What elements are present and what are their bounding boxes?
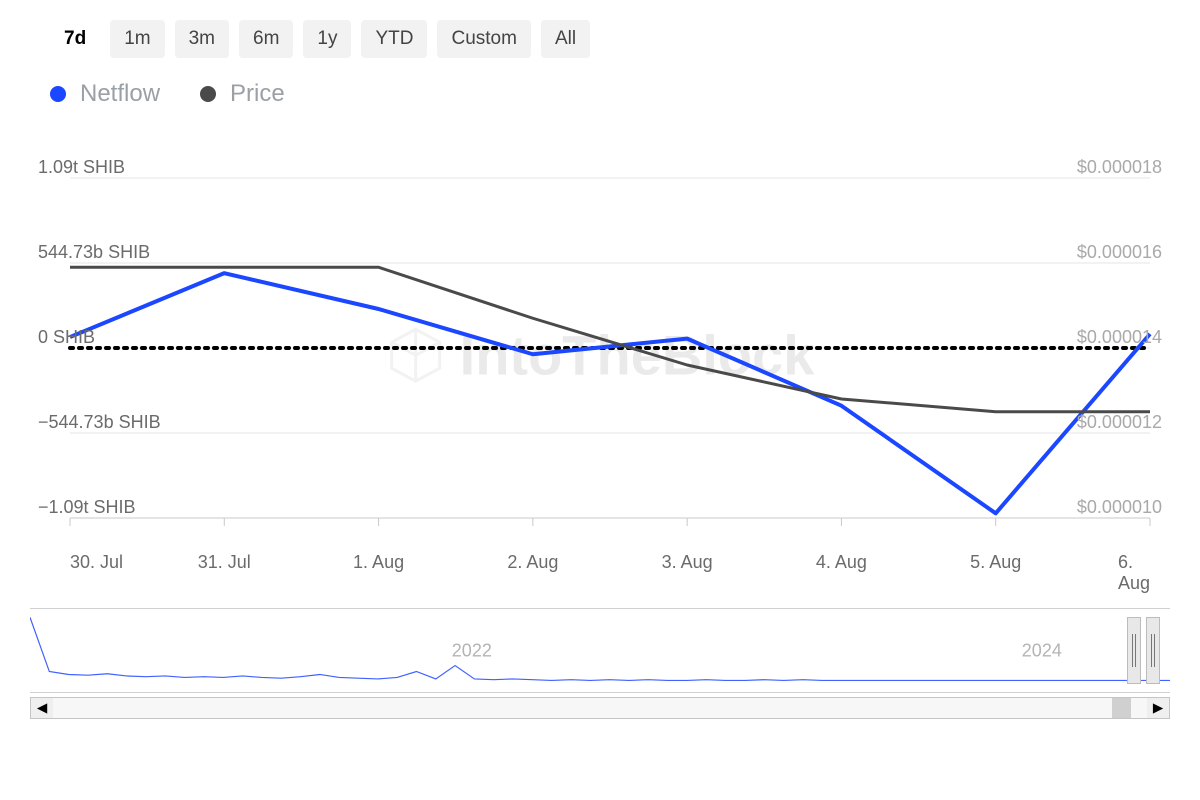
- range-btn-3m[interactable]: 3m: [175, 20, 229, 58]
- scroll-right-button[interactable]: ▶: [1147, 698, 1169, 718]
- y-right-tick: $0.000014: [1077, 327, 1162, 348]
- y-left-tick: −544.73b SHIB: [38, 412, 161, 433]
- navigator-year-label: 2022: [452, 640, 492, 661]
- main-chart[interactable]: IntoTheBlock 30. Jul31. Jul1. Aug2. Aug3…: [30, 168, 1170, 548]
- navigator-year-label: 2024: [1022, 640, 1062, 661]
- x-axis-labels: 30. Jul 31. Jul 1. Aug 2. Aug 3. Aug 4. Aug 5.…: [30, 552, 1170, 580]
- legend-label: Price: [230, 80, 285, 108]
- navigator[interactable]: 2022 2024: [30, 608, 1170, 693]
- legend: Netflow Price: [50, 80, 1170, 108]
- x-tick: 1. Aug: [353, 552, 404, 573]
- y-left-tick: 1.09t SHIB: [38, 157, 125, 178]
- range-btn-6m[interactable]: 6m: [239, 20, 293, 58]
- chart-container: 7d 1m 3m 6m 1y YTD Custom All Netflow Price Into…: [0, 0, 1200, 800]
- y-left-tick: 544.73b SHIB: [38, 242, 150, 263]
- x-tick: 3. Aug: [662, 552, 713, 573]
- legend-item-price[interactable]: Price: [200, 80, 285, 108]
- navigator-handle-left[interactable]: [1127, 617, 1141, 684]
- legend-dot-icon: [50, 86, 66, 102]
- range-btn-1m[interactable]: 1m: [110, 20, 164, 58]
- x-tick: 4. Aug: [816, 552, 867, 573]
- range-btn-7d[interactable]: 7d: [50, 20, 100, 58]
- range-btn-custom[interactable]: Custom: [437, 20, 530, 58]
- range-btn-all[interactable]: All: [541, 20, 590, 58]
- y-left-tick: 0 SHIB: [38, 327, 95, 348]
- legend-item-netflow[interactable]: Netflow: [50, 80, 160, 108]
- scroll-thumb[interactable]: [1112, 698, 1131, 718]
- legend-dot-icon: [200, 86, 216, 102]
- y-right-tick: $0.000018: [1077, 157, 1162, 178]
- y-right-tick: $0.000012: [1077, 412, 1162, 433]
- scroll-left-button[interactable]: ◀: [31, 698, 53, 718]
- x-tick: 6. Aug: [1118, 552, 1150, 594]
- y-right-tick: $0.000016: [1077, 242, 1162, 263]
- legend-label: Netflow: [80, 80, 160, 108]
- range-btn-1y[interactable]: 1y: [303, 20, 351, 58]
- range-btn-ytd[interactable]: YTD: [361, 20, 427, 58]
- chart-svg: [30, 168, 1170, 548]
- y-left-tick: −1.09t SHIB: [38, 497, 136, 518]
- navigator-handle-right[interactable]: [1146, 617, 1160, 684]
- y-right-tick: $0.000010: [1077, 497, 1162, 518]
- navigator-svg: [30, 609, 1170, 692]
- x-tick: 31. Jul: [198, 552, 251, 573]
- h-scrollbar[interactable]: ◀ ▶: [30, 697, 1170, 719]
- x-tick: 2. Aug: [507, 552, 558, 573]
- x-tick: 30. Jul: [70, 552, 123, 573]
- scroll-track[interactable]: [53, 698, 1147, 718]
- x-tick: 5. Aug: [970, 552, 1021, 573]
- range-selector: 7d 1m 3m 6m 1y YTD Custom All: [50, 20, 1170, 58]
